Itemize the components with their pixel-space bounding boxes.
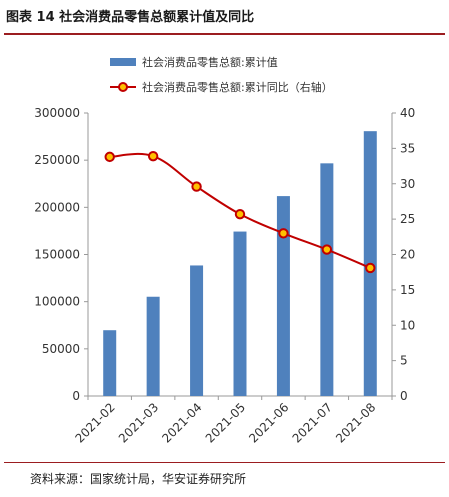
line-point [365,262,376,274]
x-tick-label: 2021-07 [290,400,335,445]
bar-series [103,131,377,396]
legend-bar-label: 社会消费品零售总额:累计值 [142,55,278,69]
x-tick-label: 2021-04 [159,400,204,445]
line-point [234,208,246,220]
y-right-tick-label: 40 [400,106,415,120]
source-rule [4,462,445,463]
y-left-tick-label: 150000 [34,248,80,262]
line-point [278,228,289,239]
x-tick-label: 2021-05 [203,400,248,445]
title-rule [4,33,445,35]
y-left-tick-label: 300000 [34,106,80,120]
x-tick-label: 2021-08 [333,400,378,445]
legend-bar-swatch [110,58,136,66]
bar [276,196,290,396]
y-right-tick-label: 25 [400,212,415,226]
y-right-tick-label: 10 [400,318,415,332]
line-series [104,150,376,274]
line-point [147,150,159,162]
y-left-tick-label: 50000 [42,342,80,356]
y-right-tick-label: 0 [400,389,408,403]
x-tick-label: 2021-06 [246,400,291,445]
legend-line-label: 社会消费品零售总额:累计同比（右轴） [142,80,333,94]
line-point [321,244,333,255]
y-left-tick-label: 0 [72,389,80,403]
y-right-tick-label: 15 [400,283,415,297]
y-right-tick-label: 20 [400,248,415,262]
x-tick-label: 2021-03 [116,400,161,445]
y-left-tick-label: 250000 [34,153,80,167]
x-tick-label: 2021-02 [72,400,117,445]
bar [103,330,117,396]
bar [190,265,204,396]
y-left-tick-label: 200000 [34,200,80,214]
y-right-tick-label: 35 [400,141,415,155]
bar [233,231,247,396]
axes: 0 50000 100000 150000 200000 250000 300000 0 5 10… [34,106,415,446]
line-point [104,151,115,163]
y-left-tick-label: 100000 [34,295,80,309]
bar [320,163,334,396]
legend-line-marker [118,82,128,92]
y-right-tick-label: 30 [400,177,415,191]
figure-title: 图表 14 社会消费品零售总额累计值及同比 [6,10,255,25]
bar [146,296,160,396]
line-point [191,181,202,192]
y-right-tick-label: 5 [400,354,408,368]
source-note: 资料来源：国家统计局，华安证券研究所 [30,472,247,486]
